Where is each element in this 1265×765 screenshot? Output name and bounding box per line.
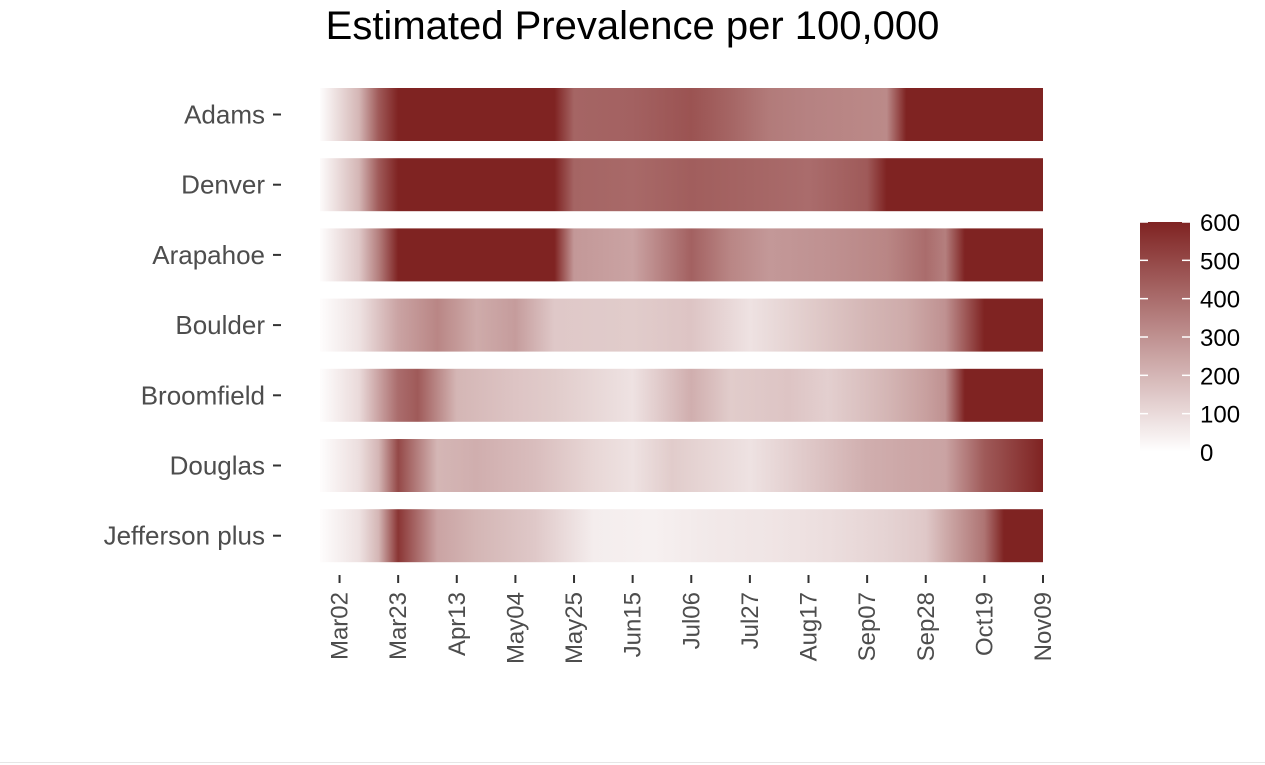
x-tick-label: Sep28 — [913, 592, 940, 661]
chart-title: Estimated Prevalence per 100,000 — [325, 4, 940, 48]
x-tick-label: Aug17 — [796, 592, 823, 661]
y-tick-label: Adams — [184, 100, 265, 130]
heatmap-row-broomfield — [320, 368, 1043, 422]
heatmap-rows: Adams Denver Arapahoe Boulder Broomfield Doug… — [104, 88, 1043, 563]
legend-label: 100 — [1200, 402, 1240, 429]
y-tick-label: Arapahoe — [152, 240, 265, 270]
x-tick-label: Jul27 — [737, 592, 764, 649]
color-legend: 600 500 400 300 200 100 0 — [1140, 210, 1240, 467]
y-tick-label: Jefferson plus — [104, 521, 265, 551]
x-tick-label: Mar02 — [327, 592, 354, 660]
legend-label: 300 — [1200, 325, 1240, 352]
y-tick-label: Douglas — [170, 451, 265, 481]
legend-label: 200 — [1200, 363, 1240, 390]
legend-label: 600 — [1200, 210, 1240, 237]
heatmap-row-douglas — [320, 439, 1043, 492]
bottom-divider — [0, 762, 1265, 763]
y-tick-label: Denver — [181, 170, 265, 200]
x-tick-label: Sep07 — [854, 592, 881, 661]
x-tick-label: May04 — [502, 592, 529, 664]
y-tick-label: Boulder — [175, 310, 265, 340]
heatmap-row-boulder — [320, 298, 1043, 352]
x-tick-label: Jun15 — [620, 592, 647, 657]
x-tick-label: Mar23 — [385, 592, 412, 660]
y-tick-label: Broomfield — [141, 380, 265, 410]
legend-label: 400 — [1200, 287, 1240, 314]
heatmap-row-adams — [320, 88, 1043, 141]
legend-colorbar — [1140, 222, 1190, 452]
x-tick-label: Oct19 — [971, 592, 998, 656]
heatmap-row-denver — [320, 158, 1043, 212]
x-tick-label: Jul06 — [678, 592, 705, 649]
x-axis: Mar02 Mar23 Apr13 May04 May25 Jun15 Jul06 Jul27… — [327, 575, 1057, 664]
x-tick-label: May25 — [561, 592, 588, 664]
x-tick-label: Apr13 — [444, 592, 471, 656]
legend-label: 0 — [1200, 440, 1213, 467]
heatmap-row-jefferson-plus — [320, 509, 1043, 563]
heatmap-row-arapahoe — [320, 228, 1043, 282]
x-tick-label: Nov09 — [1030, 592, 1057, 661]
legend-label: 500 — [1200, 248, 1240, 275]
